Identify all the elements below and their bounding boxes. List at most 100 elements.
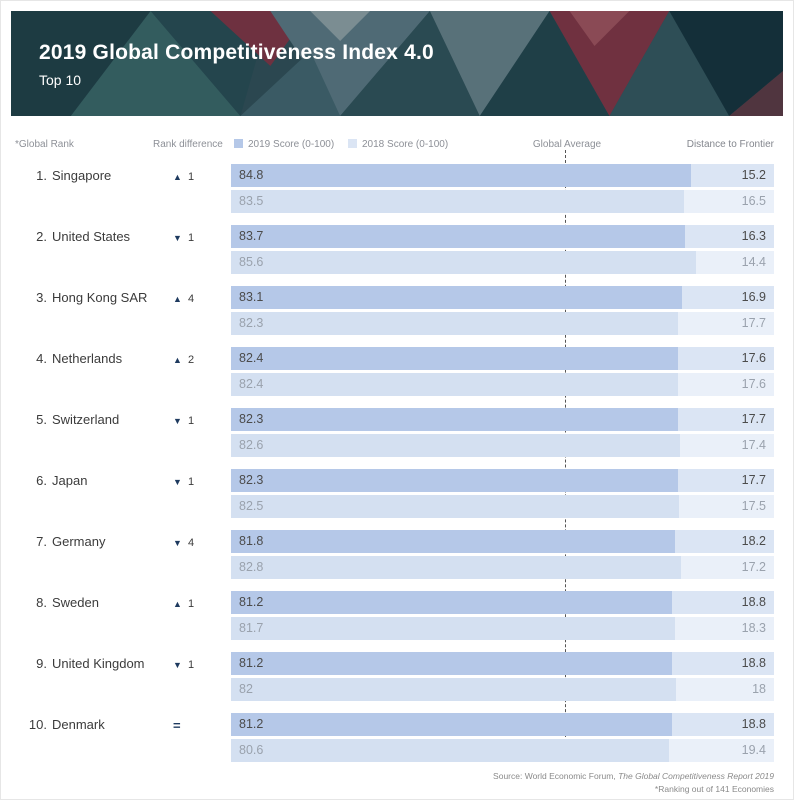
score-2019-label: 81.2 bbox=[239, 656, 264, 670]
dtf-2019-label: 18.8 bbox=[741, 717, 766, 731]
dtf-2019-label: 17.7 bbox=[741, 412, 766, 426]
score-2018-label: 81.7 bbox=[239, 621, 264, 635]
country-label: 4. Netherlands bbox=[11, 347, 173, 396]
country-name: Hong Kong SAR bbox=[52, 290, 148, 305]
rank-number: 8. bbox=[36, 595, 47, 610]
ranking-note: *Ranking out of 141 Economies bbox=[654, 784, 774, 795]
rank-change: ▲ 4 bbox=[173, 286, 231, 335]
country-row: 9. United Kingdom ▼ 1 81.2 18.8 82 18 bbox=[11, 652, 774, 701]
bar-2019: 83.1 16.9 bbox=[231, 286, 774, 309]
rank-change-icon: ▲ bbox=[173, 294, 182, 304]
dtf-2018-label: 14.4 bbox=[741, 255, 766, 269]
rank-change: ▲ 1 bbox=[173, 164, 231, 213]
dtf-2019-label: 15.2 bbox=[741, 168, 766, 182]
country-row: 2. United States ▼ 1 83.7 16.3 85.6 14.4 bbox=[11, 225, 774, 274]
legend-2019-score: 2019 Score (0-100) bbox=[234, 139, 334, 150]
legend-2019-label: 2019 Score (0-100) bbox=[248, 139, 335, 150]
rank-number: 2. bbox=[36, 229, 47, 244]
bar-2018: 80.6 19.4 bbox=[231, 739, 774, 762]
bar-chart: 1. Singapore ▲ 1 84.8 15.2 83.5 16.5 2. Unite… bbox=[11, 150, 774, 762]
score-2018-label: 82.6 bbox=[239, 438, 264, 452]
country-name: Sweden bbox=[52, 595, 99, 610]
bar-2019: 81.2 18.8 bbox=[231, 652, 774, 675]
dtf-2019-label: 17.6 bbox=[741, 351, 766, 365]
dtf-2018-label: 16.5 bbox=[741, 194, 766, 208]
rank-change-value: 2 bbox=[188, 354, 195, 366]
column-rank-difference: Rank difference bbox=[153, 139, 223, 150]
country-name: Germany bbox=[52, 534, 106, 549]
rank-change-icon: ▼ bbox=[173, 538, 182, 548]
rank-change-icon: ▼ bbox=[173, 660, 182, 670]
column-distance-to-frontier: Distance to Frontier bbox=[686, 139, 774, 150]
rank-change-icon: = bbox=[173, 718, 181, 733]
country-name: Singapore bbox=[52, 168, 112, 183]
dtf-2019-label: 18.8 bbox=[741, 656, 766, 670]
score-2019-label: 81.2 bbox=[239, 717, 264, 731]
dtf-2019-label: 18.8 bbox=[741, 595, 766, 609]
header-banner: 2019 Global Competitiveness Index 4.0 To… bbox=[11, 11, 783, 116]
rank-change-value: 1 bbox=[188, 476, 195, 488]
legend-2018-label: 2018 Score (0-100) bbox=[362, 139, 449, 150]
rank-change-value: 1 bbox=[188, 415, 195, 427]
country-name: Denmark bbox=[52, 717, 105, 732]
country-name: Netherlands bbox=[52, 351, 123, 366]
legend-2018-score: 2018 Score (0-100) bbox=[348, 139, 448, 150]
bar-2019: 82.3 17.7 bbox=[231, 469, 774, 492]
banner-art bbox=[11, 11, 783, 116]
country-row: 4. Netherlands ▲ 2 82.4 17.6 82.4 17.6 bbox=[11, 347, 774, 396]
dtf-2018-label: 18.3 bbox=[741, 621, 766, 635]
country-label: 8. Sweden bbox=[11, 591, 173, 640]
score-2019-label: 81.8 bbox=[239, 534, 264, 548]
rank-change: ▼ 4 bbox=[173, 530, 231, 579]
country-name: Japan bbox=[52, 473, 88, 488]
column-global-rank: *Global Rank bbox=[15, 139, 74, 150]
score-2018-label: 82.4 bbox=[239, 377, 264, 391]
score-2019-label: 83.7 bbox=[239, 229, 264, 243]
rank-change-icon: ▼ bbox=[173, 233, 182, 243]
rank-number: 5. bbox=[36, 412, 47, 427]
dtf-2018-label: 19.4 bbox=[741, 743, 766, 757]
score-2018-label: 82.5 bbox=[239, 499, 264, 513]
country-label: 9. United Kingdom bbox=[11, 652, 173, 701]
rank-change: = bbox=[173, 713, 231, 762]
legend-2019-swatch-icon bbox=[234, 139, 243, 148]
score-2019-label: 82.4 bbox=[239, 351, 264, 365]
country-row: 10. Denmark = 81.2 18.8 80.6 19.4 bbox=[11, 713, 774, 762]
page-subtitle: Top 10 bbox=[39, 72, 82, 88]
country-label: 2. United States bbox=[11, 225, 173, 274]
dtf-2018-label: 17.2 bbox=[741, 560, 766, 574]
country-row: 8. Sweden ▲ 1 81.2 18.8 81.7 18.3 bbox=[11, 591, 774, 640]
country-name: United Kingdom bbox=[52, 656, 145, 671]
score-2019-label: 81.2 bbox=[239, 595, 264, 609]
rank-change: ▼ 1 bbox=[173, 652, 231, 701]
country-row: 3. Hong Kong SAR ▲ 4 83.1 16.9 82.3 17.7 bbox=[11, 286, 774, 335]
rank-number: 10. bbox=[28, 717, 47, 732]
dtf-2019-label: 18.2 bbox=[741, 534, 766, 548]
rank-change: ▼ 1 bbox=[173, 469, 231, 518]
global-average-label: Global Average bbox=[532, 139, 602, 150]
rank-number: 3. bbox=[36, 290, 47, 305]
rank-change-icon: ▲ bbox=[173, 599, 182, 609]
banner-text: 2019 Global Competitiveness Index 4.0 To… bbox=[39, 41, 434, 88]
country-label: 1. Singapore bbox=[11, 164, 173, 213]
score-2018-label: 82.3 bbox=[239, 316, 264, 330]
bar-2019: 81.2 18.8 bbox=[231, 713, 774, 736]
country-row: 1. Singapore ▲ 1 84.8 15.2 83.5 16.5 bbox=[11, 164, 774, 213]
bar-2018: 81.7 18.3 bbox=[231, 617, 774, 640]
score-2018-label: 85.6 bbox=[239, 255, 264, 269]
column-header-row: *Global Rank Rank difference 2019 Score … bbox=[11, 138, 774, 152]
rank-change: ▲ 1 bbox=[173, 591, 231, 640]
rank-change-value: 1 bbox=[188, 171, 195, 183]
country-name: Switzerland bbox=[52, 412, 120, 427]
rank-change-value: 1 bbox=[188, 232, 195, 244]
rank-change-icon: ▼ bbox=[173, 477, 182, 487]
dtf-2018-label: 17.4 bbox=[741, 438, 766, 452]
bar-2019: 83.7 16.3 bbox=[231, 225, 774, 248]
page-title: 2019 Global Competitiveness Index 4.0 bbox=[39, 41, 434, 64]
source-prefix: Source: World Economic Forum, bbox=[493, 771, 619, 781]
rank-change-icon: ▲ bbox=[173, 172, 182, 182]
country-label: 5. Switzerland bbox=[11, 408, 173, 457]
bar-2018: 82 18 bbox=[231, 678, 774, 701]
bar-2019: 84.8 15.2 bbox=[231, 164, 774, 187]
dtf-2018-label: 17.6 bbox=[741, 377, 766, 391]
